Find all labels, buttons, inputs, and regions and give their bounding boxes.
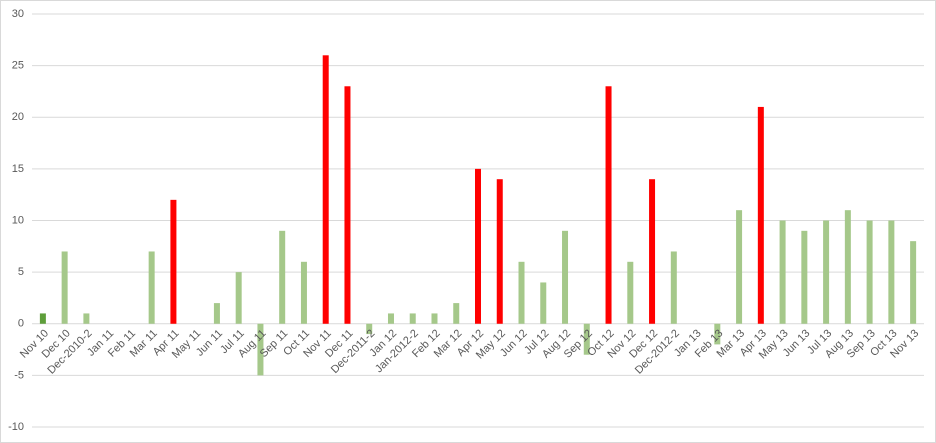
bar <box>279 230 286 324</box>
bar <box>736 210 743 324</box>
bar <box>475 168 481 324</box>
y-tick-label: 10 <box>12 214 24 226</box>
bar <box>801 230 808 324</box>
bar <box>453 303 460 324</box>
bar <box>300 261 307 324</box>
bar <box>409 313 416 324</box>
bar <box>387 313 394 324</box>
bar <box>910 241 917 324</box>
bar <box>148 251 155 324</box>
y-tick-label: 20 <box>12 111 24 123</box>
bar <box>83 313 90 324</box>
bar <box>583 323 590 355</box>
bar <box>170 199 177 324</box>
y-tick-label: 5 <box>18 266 24 278</box>
bar <box>496 179 503 324</box>
y-tick-label: 30 <box>12 8 24 20</box>
bar <box>888 220 895 324</box>
bar <box>235 272 242 324</box>
bar <box>649 179 656 324</box>
bar <box>844 210 851 324</box>
bar <box>605 86 612 324</box>
bar <box>540 282 547 324</box>
bar <box>366 323 373 335</box>
bar <box>562 230 569 324</box>
y-tick-label: 15 <box>12 163 24 175</box>
bar <box>213 303 220 324</box>
bar <box>344 86 351 324</box>
bar <box>714 323 721 345</box>
y-tick-label: -10 <box>8 421 24 433</box>
bar <box>627 261 634 324</box>
bar <box>322 55 329 324</box>
bar <box>670 251 677 324</box>
bar <box>39 313 46 324</box>
bar <box>257 323 264 376</box>
y-tick-label: 0 <box>18 318 24 330</box>
bar <box>866 220 873 324</box>
bar <box>61 251 68 324</box>
y-tick-label: 25 <box>12 60 24 72</box>
bar <box>518 261 525 324</box>
bar <box>823 220 830 324</box>
bar <box>431 313 438 324</box>
bar <box>757 106 764 324</box>
bar <box>779 220 786 324</box>
y-tick-label: -5 <box>14 369 24 381</box>
